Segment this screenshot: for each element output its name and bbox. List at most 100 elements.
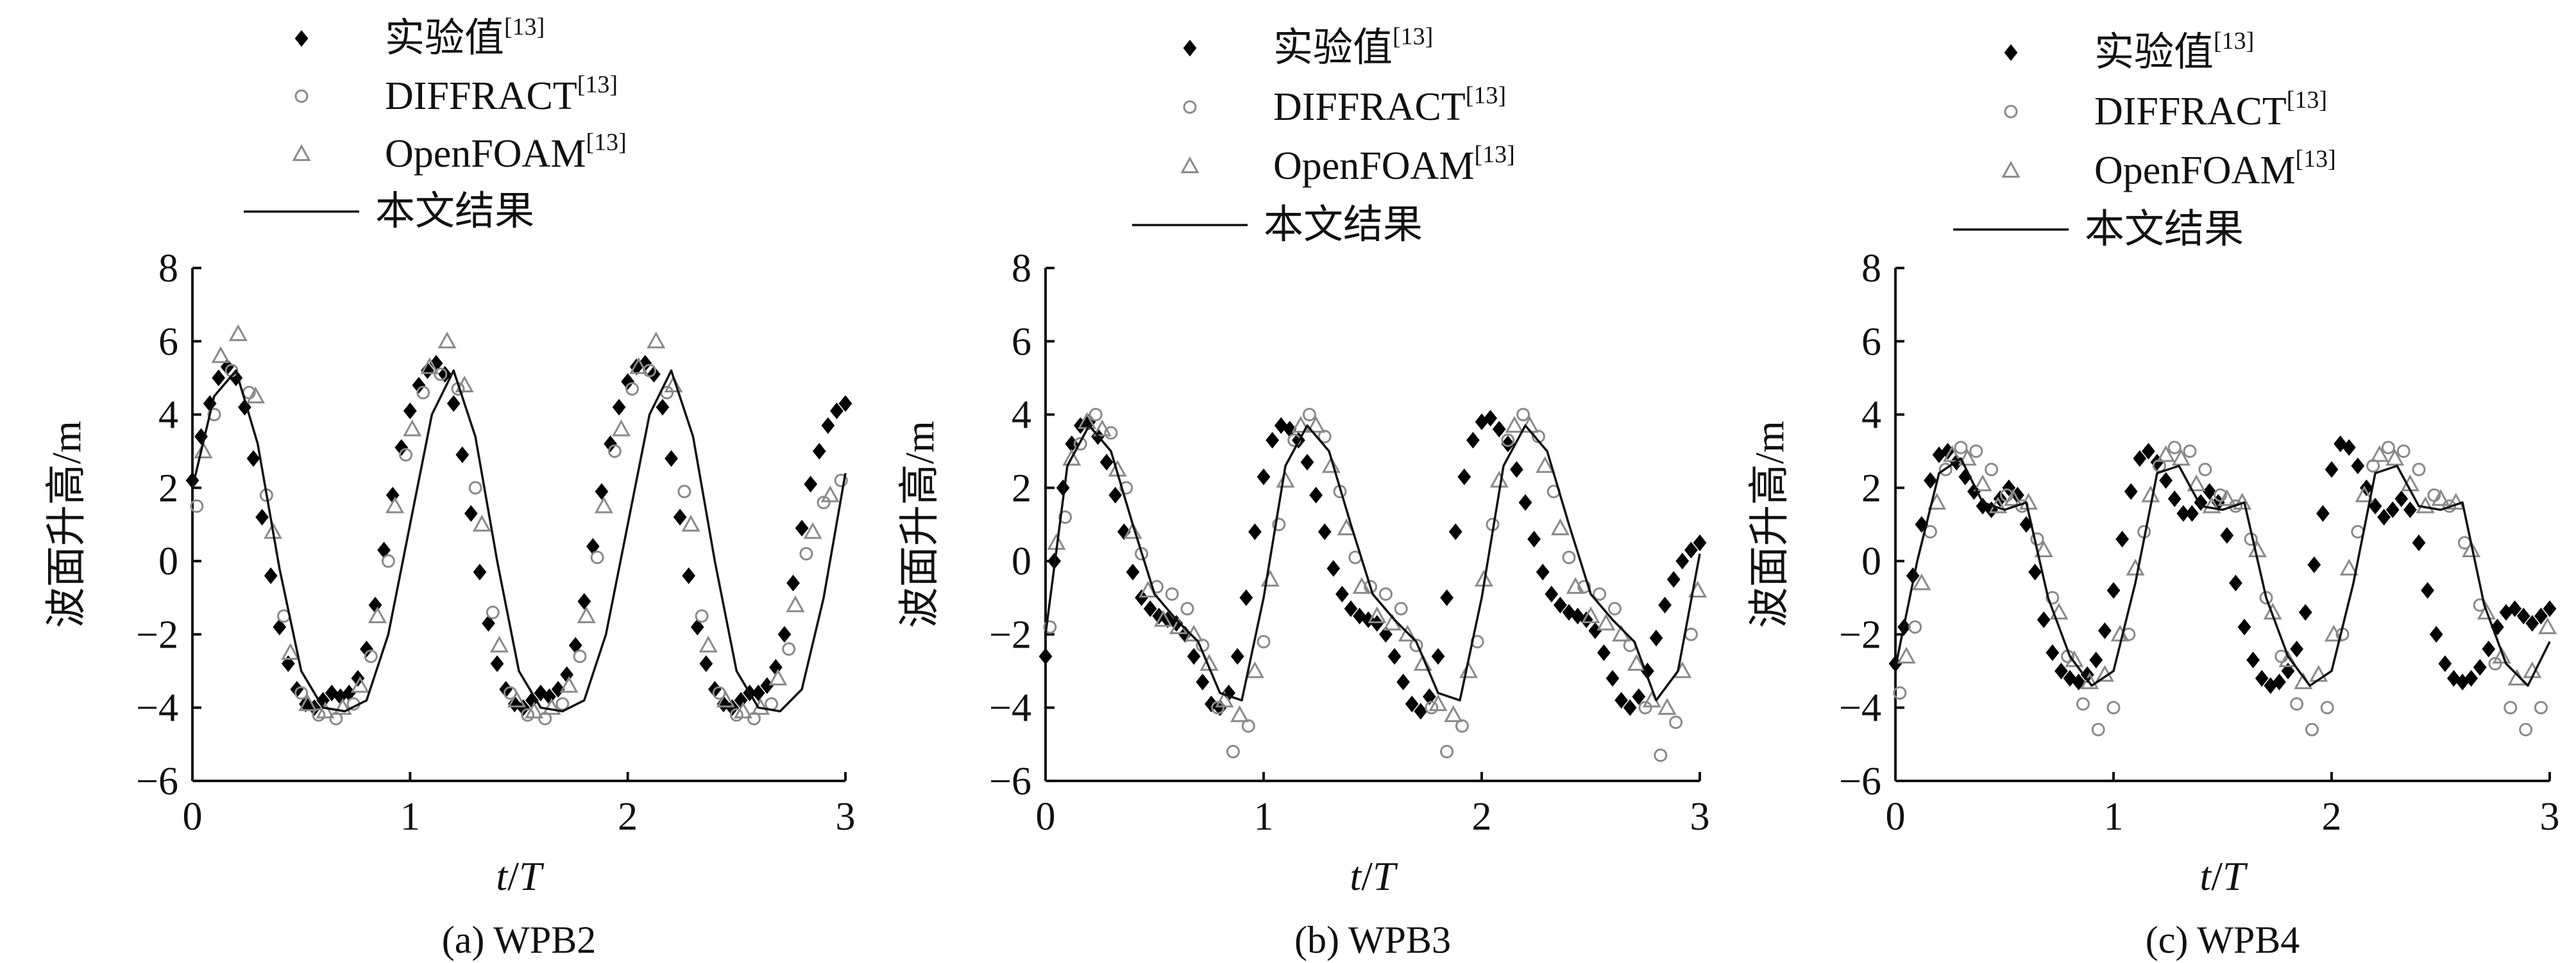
data-point [725,699,739,716]
data-point [2030,532,2044,546]
data-point [1318,523,1332,540]
data-point [1673,661,1692,678]
data-point [2290,697,2304,711]
data-point [1484,410,1497,427]
data-point [1577,580,1591,594]
y-tick-label: 4 [158,394,178,437]
data-point [1666,571,1681,588]
data-point [2462,540,2481,558]
data-point [2246,651,2260,669]
legend-marker [294,89,309,103]
data-point [2504,701,2518,715]
legend-item: DIFFRACT[13] [1183,82,1506,129]
data-point [1230,705,1250,723]
data-point [1276,471,1295,488]
legend-ref: [13] [2287,87,2327,113]
data-point [1337,518,1356,535]
data-point [1065,435,1079,453]
data-point [1409,639,1423,653]
data-point [1969,444,1983,458]
data-point [2106,701,2121,715]
data-point [2507,668,2527,686]
data-point [316,701,335,719]
data-point [1260,569,1280,587]
data-point [1117,523,1131,540]
data-point [1942,445,1962,462]
data-point [294,686,309,700]
data-point [1505,415,1524,433]
data-point [2141,485,2160,503]
data-point [1993,490,2007,507]
data-point [1444,705,1463,723]
data-point [399,448,413,462]
data-point [238,399,251,416]
data-point [1135,547,1149,561]
x-axis-label: t/T [496,853,545,899]
legend-marker [2004,44,2018,61]
data-point [1222,684,1235,701]
data-point [817,496,831,510]
data-point [1300,453,1314,471]
x-tick-label: 3 [836,795,856,839]
data-point [677,485,691,499]
data-point [185,472,199,489]
data-point [2416,496,2435,514]
data-point [525,701,544,719]
data-point [2482,641,2496,658]
legend-item: 实验值[13] [294,13,545,60]
data-point [673,508,687,526]
y-tick-label: 8 [1861,247,1881,290]
data-point [1135,589,1148,607]
y-tick-label: −6 [989,760,1031,803]
data-point [264,522,283,539]
data-point [194,441,213,458]
data-point [2091,723,2105,737]
y-axis-label: 波面升高/m [1747,421,1792,628]
y-tick-label: −4 [136,687,178,730]
data-point [2412,462,2426,476]
data-point [1536,564,1550,581]
legend-ref: [13] [504,13,545,40]
data-point [1581,606,1600,623]
y-axis-label: 波面升高/m [897,421,942,628]
data-point [821,417,835,434]
data-point [1123,522,1142,539]
data-point [820,485,840,503]
data-point [1414,703,1428,720]
data-point [2320,701,2334,715]
legend-ref: [13] [2295,146,2335,172]
data-point [1257,635,1271,649]
data-point [455,375,474,392]
legend-ref: [13] [586,129,626,156]
data-point [2142,442,2155,460]
y-tick-label: 4 [1012,394,1031,437]
data-point [1623,699,1637,716]
data-point [2360,479,2373,496]
data-point [2412,534,2426,551]
data-point [1973,474,1992,492]
data-point [489,635,509,653]
data-point [586,538,600,555]
data-point [2229,574,2242,592]
data-point [351,670,365,687]
legend-item: 实验值[13] [2004,28,2254,74]
data-point [2446,492,2466,510]
data-point [438,365,452,383]
series-triangle-open [1047,412,1707,723]
data-point [521,708,535,722]
data-point [1649,630,1663,647]
y-tick-label: 0 [158,540,178,583]
data-point [2185,505,2199,522]
data-point [643,364,657,378]
data-point [2488,657,2502,671]
data-point [2447,670,2461,687]
data-point [695,609,709,623]
data-point [2381,440,2395,455]
y-tick-label: 8 [1012,247,1031,290]
legend-item: OpenFOAM[13] [2001,146,2336,192]
legend-label: 本文结果 [1264,203,1423,247]
x-tick-label: 1 [2104,795,2124,839]
x-tick-label: 2 [1472,795,1492,839]
